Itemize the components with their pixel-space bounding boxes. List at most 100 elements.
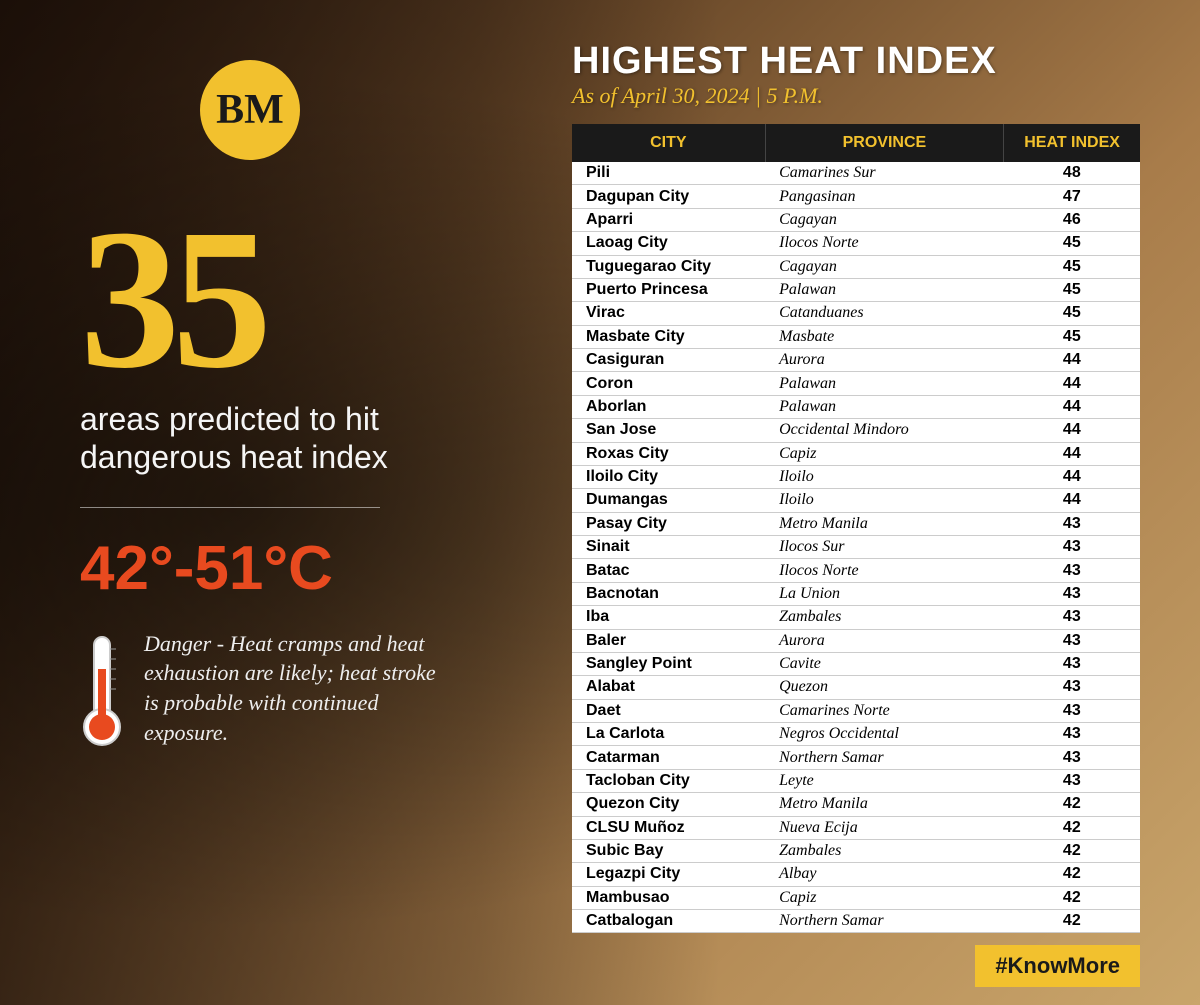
cell-province: Cagayan <box>765 208 1004 231</box>
cell-province: Cavite <box>765 652 1004 675</box>
table-row: San JoseOccidental Mindoro44 <box>572 419 1140 442</box>
table-row: AborlanPalawan44 <box>572 395 1140 418</box>
cell-city: Masbate City <box>572 325 765 348</box>
cell-heat-index: 43 <box>1004 559 1140 582</box>
table-row: Laoag CityIlocos Norte45 <box>572 232 1140 255</box>
col-province: PROVINCE <box>765 124 1004 162</box>
cell-province: Zambales <box>765 839 1004 862</box>
cell-heat-index: 43 <box>1004 723 1140 746</box>
cell-province: Palawan <box>765 372 1004 395</box>
danger-warning-text: Danger - Heat cramps and heat exhaustion… <box>144 629 444 748</box>
cell-city: Catarman <box>572 746 765 769</box>
cell-province: Pangasinan <box>765 185 1004 208</box>
cell-city: Casiguran <box>572 349 765 372</box>
cell-province: Aurora <box>765 629 1004 652</box>
table-row: Quezon CityMetro Manila42 <box>572 793 1140 816</box>
cell-heat-index: 43 <box>1004 582 1140 605</box>
cell-province: Capiz <box>765 442 1004 465</box>
cell-province: La Union <box>765 582 1004 605</box>
cell-city: Baler <box>572 629 765 652</box>
cell-province: Iloilo <box>765 465 1004 488</box>
cell-province: Iloilo <box>765 489 1004 512</box>
cell-city: La Carlota <box>572 723 765 746</box>
cell-heat-index: 45 <box>1004 232 1140 255</box>
cell-city: Virac <box>572 302 765 325</box>
cell-city: Pasay City <box>572 512 765 535</box>
cell-province: Ilocos Norte <box>765 232 1004 255</box>
cell-city: Dagupan City <box>572 185 765 208</box>
cell-city: Iba <box>572 606 765 629</box>
cell-heat-index: 42 <box>1004 886 1140 909</box>
cell-province: Metro Manila <box>765 512 1004 535</box>
cell-province: Albay <box>765 863 1004 886</box>
table-row: Iloilo CityIloilo44 <box>572 465 1140 488</box>
cell-province: Palawan <box>765 278 1004 301</box>
cell-city: Legazpi City <box>572 863 765 886</box>
table-row: Dagupan CityPangasinan47 <box>572 185 1140 208</box>
cell-province: Camarines Norte <box>765 699 1004 722</box>
cell-city: Dumangas <box>572 489 765 512</box>
cell-city: Bacnotan <box>572 582 765 605</box>
cell-province: Quezon <box>765 676 1004 699</box>
table-row: BatacIlocos Norte43 <box>572 559 1140 582</box>
cell-heat-index: 44 <box>1004 349 1140 372</box>
cell-city: Batac <box>572 559 765 582</box>
table-row: BacnotanLa Union43 <box>572 582 1140 605</box>
cell-province: Nueva Ecija <box>765 816 1004 839</box>
table-row: Sangley PointCavite43 <box>572 652 1140 675</box>
cell-heat-index: 44 <box>1004 442 1140 465</box>
table-row: CatbaloganNorthern Samar42 <box>572 910 1140 933</box>
cell-province: Aurora <box>765 349 1004 372</box>
cell-heat-index: 42 <box>1004 910 1140 933</box>
cell-city: San Jose <box>572 419 765 442</box>
divider <box>80 507 380 508</box>
cell-heat-index: 43 <box>1004 629 1140 652</box>
cell-heat-index: 45 <box>1004 325 1140 348</box>
table-row: CatarmanNorthern Samar43 <box>572 746 1140 769</box>
cell-heat-index: 42 <box>1004 863 1140 886</box>
table-row: Roxas CityCapiz44 <box>572 442 1140 465</box>
brand-logo-text: BM <box>216 86 284 134</box>
table-row: CasiguranAurora44 <box>572 349 1140 372</box>
cell-city: Puerto Princesa <box>572 278 765 301</box>
cell-city: Aparri <box>572 208 765 231</box>
cell-heat-index: 45 <box>1004 302 1140 325</box>
cell-heat-index: 42 <box>1004 816 1140 839</box>
table-title: HIGHEST HEAT INDEX <box>572 40 1140 83</box>
table-row: Subic BayZambales42 <box>572 839 1140 862</box>
cell-city: Tacloban City <box>572 769 765 792</box>
cell-heat-index: 44 <box>1004 489 1140 512</box>
table-row: DaetCamarines Norte43 <box>572 699 1140 722</box>
right-panel: HIGHEST HEAT INDEX As of April 30, 2024 … <box>552 0 1200 1005</box>
cell-heat-index: 43 <box>1004 676 1140 699</box>
headline-number: 35 <box>80 210 512 390</box>
cell-city: Aborlan <box>572 395 765 418</box>
cell-city: Alabat <box>572 676 765 699</box>
cell-city: Iloilo City <box>572 465 765 488</box>
cell-city: Sinait <box>572 536 765 559</box>
table-row: MambusaoCapiz42 <box>572 886 1140 909</box>
table-row: BalerAurora43 <box>572 629 1140 652</box>
cell-province: Occidental Mindoro <box>765 419 1004 442</box>
cell-heat-index: 43 <box>1004 536 1140 559</box>
table-row: Pasay CityMetro Manila43 <box>572 512 1140 535</box>
cell-city: Sangley Point <box>572 652 765 675</box>
cell-city: Pili <box>572 162 765 185</box>
hashtag-badge: #KnowMore <box>975 945 1140 987</box>
cell-province: Northern Samar <box>765 910 1004 933</box>
cell-province: Ilocos Norte <box>765 559 1004 582</box>
col-city: CITY <box>572 124 765 162</box>
cell-heat-index: 45 <box>1004 255 1140 278</box>
brand-logo: BM <box>200 60 300 160</box>
table-row: Tacloban CityLeyte43 <box>572 769 1140 792</box>
cell-city: Tuguegarao City <box>572 255 765 278</box>
cell-heat-index: 43 <box>1004 606 1140 629</box>
table-row: Puerto PrincesaPalawan45 <box>572 278 1140 301</box>
table-row: AlabatQuezon43 <box>572 676 1140 699</box>
cell-heat-index: 44 <box>1004 419 1140 442</box>
cell-city: Daet <box>572 699 765 722</box>
cell-heat-index: 43 <box>1004 746 1140 769</box>
cell-heat-index: 44 <box>1004 465 1140 488</box>
col-heat-index: HEAT INDEX <box>1004 124 1140 162</box>
cell-heat-index: 42 <box>1004 793 1140 816</box>
